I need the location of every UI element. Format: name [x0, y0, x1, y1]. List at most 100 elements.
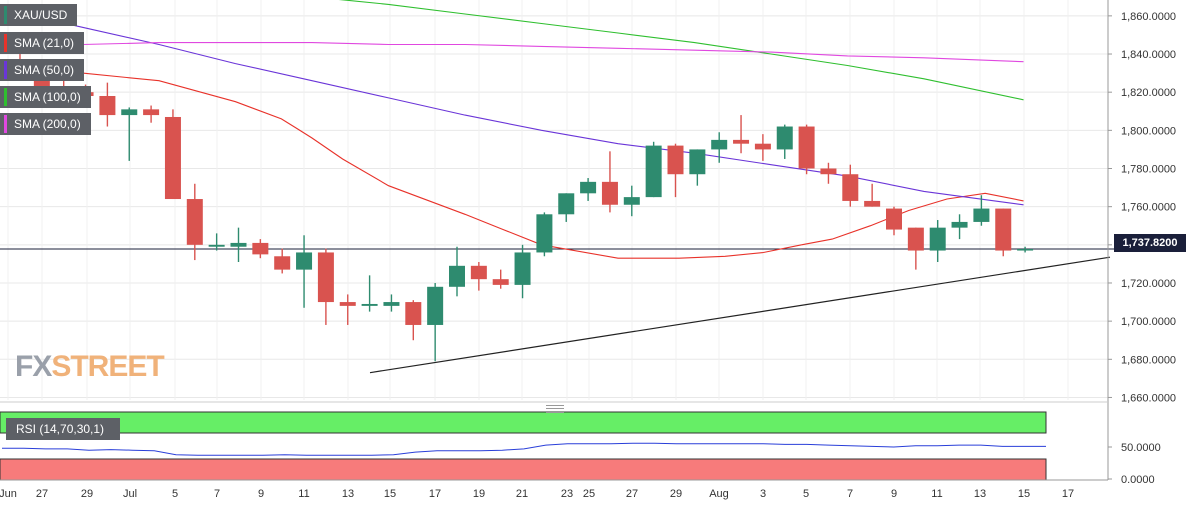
- time-tick-label: 25: [583, 488, 595, 500]
- candle-body: [536, 214, 553, 253]
- rsi-panel: [0, 411, 1047, 481]
- candle-body: [383, 302, 400, 306]
- time-tick-label: 11: [298, 488, 309, 500]
- candle-body: [1017, 249, 1034, 251]
- candle-body: [645, 145, 662, 198]
- candle-body: [339, 302, 356, 306]
- time-tick-label: 17: [429, 488, 441, 500]
- fxstreet-logo: FXSTREET: [15, 350, 165, 384]
- current-price-tag: 1,737.8200: [1114, 234, 1186, 252]
- candle-body: [492, 279, 509, 285]
- sma-200-swatch: [4, 115, 7, 133]
- candle-body: [274, 256, 291, 270]
- candlestick-series: [12, 54, 1034, 362]
- rsi-overbought-zone: [0, 411, 1047, 434]
- sma-line: [801, 192, 1024, 246]
- candle-body: [514, 252, 531, 285]
- candle-body: [864, 200, 881, 207]
- symbol-swatch: [4, 6, 7, 24]
- candle-body: [121, 109, 138, 116]
- time-tick-label: 11: [931, 488, 942, 500]
- candle-body: [733, 139, 750, 144]
- time-tick-label: 15: [1018, 488, 1030, 500]
- time-tick-label: 7: [214, 488, 220, 500]
- time-tick-label: 17: [1062, 488, 1074, 500]
- rsi-line: [2, 442, 1046, 456]
- candle-body: [951, 221, 968, 228]
- candle-body: [842, 174, 859, 201]
- support-trendline: [369, 256, 1111, 374]
- candle-body: [558, 193, 575, 215]
- price-tick-label: 1,680.0000: [1121, 354, 1176, 366]
- candle-body: [405, 302, 422, 325]
- candle-body: [361, 303, 378, 306]
- sma-21-swatch: [4, 34, 7, 52]
- candle-body: [907, 227, 924, 251]
- time-tick-label: 13: [342, 488, 354, 500]
- legend-sma-50[interactable]: SMA (50,0): [0, 59, 85, 81]
- time-tick-label: 15: [384, 488, 396, 500]
- symbol-label: XAU/USD: [0, 4, 78, 26]
- candle-body: [449, 265, 465, 287]
- price-tick-label: 1,760.0000: [1121, 202, 1176, 214]
- rsi-legend-label[interactable]: RSI (14,70,30,1): [6, 418, 121, 440]
- price-tick-label: 1,780.0000: [1121, 164, 1176, 176]
- time-tick-label: 3: [760, 488, 766, 500]
- time-tick-label: 23: [561, 488, 573, 500]
- candle-body: [143, 109, 160, 116]
- candle-body: [689, 149, 706, 175]
- time-tick-label: 9: [258, 488, 264, 500]
- candle-body: [99, 95, 116, 116]
- time-tick-label: 29: [81, 488, 93, 500]
- candle-body: [427, 286, 444, 325]
- candle-body: [186, 199, 203, 245]
- legend-sma-21-label: SMA (21,0): [14, 36, 75, 50]
- legend-sma-200-label: SMA (200,0): [14, 117, 81, 131]
- rsi-tick-label: 0.0000: [1121, 474, 1155, 486]
- rsi-oversold-zone: [0, 458, 1047, 481]
- time-tick-label: 19: [473, 488, 485, 500]
- candle-body: [208, 244, 225, 247]
- candle-body: [33, 76, 50, 89]
- legend-sma-50-label: SMA (50,0): [14, 63, 75, 77]
- legend-sma-21[interactable]: SMA (21,0): [0, 32, 85, 54]
- time-tick-label: 21: [516, 488, 528, 500]
- sma-50-swatch: [4, 61, 7, 79]
- candle-body: [929, 227, 946, 251]
- time-tick-label: 27: [626, 488, 638, 500]
- candle-body: [296, 252, 313, 270]
- logo-fx: FX: [15, 350, 52, 383]
- sma-line: [338, 0, 1024, 101]
- candle-body: [776, 126, 793, 150]
- time-tick-label: 9: [891, 488, 897, 500]
- time-tick-label: Jul: [123, 488, 137, 500]
- price-tick-label: 1,860.0000: [1121, 11, 1176, 23]
- logo-street: STREET: [51, 350, 164, 383]
- chart-grid: [0, 0, 1108, 402]
- candle-body: [252, 242, 269, 255]
- candle-body: [798, 126, 815, 169]
- symbol-text: XAU/USD: [14, 8, 68, 22]
- candle-body: [580, 181, 597, 194]
- price-tick-label: 1,840.0000: [1121, 49, 1176, 61]
- price-tick-label: 1,720.0000: [1121, 278, 1176, 290]
- price-tick-label: 1,700.0000: [1121, 316, 1176, 328]
- sma-line: [6, 42, 1024, 63]
- candle-body: [820, 168, 837, 175]
- price-tick-label: 1,820.0000: [1121, 87, 1176, 99]
- candle-body: [623, 197, 640, 205]
- candle-body: [601, 181, 618, 205]
- candle-body: [754, 143, 771, 150]
- time-tick-label: 13: [974, 488, 986, 500]
- price-pane: [0, 0, 1108, 402]
- candle-body: [317, 252, 334, 303]
- time-tick-label: 29: [670, 488, 682, 500]
- panel-resize-handle[interactable]: [546, 405, 564, 413]
- candle-body: [164, 116, 181, 200]
- legend-sma-200[interactable]: SMA (200,0): [0, 113, 91, 135]
- time-tick-label: 5: [803, 488, 809, 500]
- legend-sma-100[interactable]: SMA (100,0): [0, 86, 91, 108]
- candle-body: [995, 208, 1012, 251]
- candle-body: [667, 145, 684, 175]
